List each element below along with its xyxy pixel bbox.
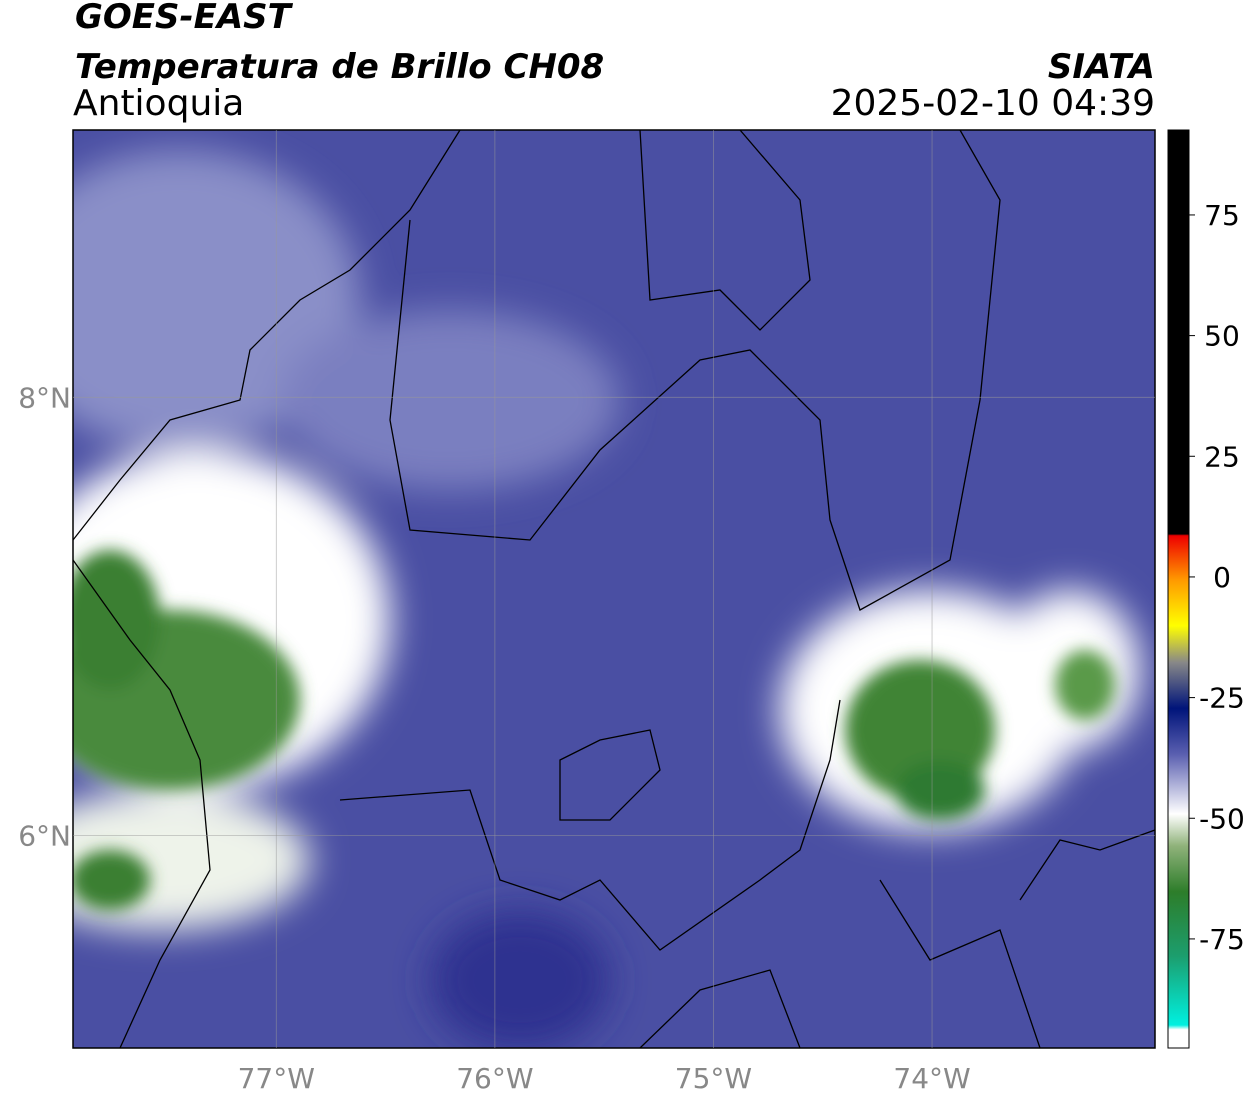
colorbar-tick-label: 25 (1204, 440, 1240, 473)
x-tick-label: 77°W (238, 1062, 315, 1095)
colorbar-tick-label: -25 (1199, 682, 1245, 715)
map-frame (72, 129, 1156, 1049)
colorbar-tick-label: 0 (1213, 561, 1231, 594)
x-tick-label: 76°W (456, 1062, 533, 1095)
colorbar-tick-label: -50 (1199, 802, 1245, 835)
colorbar (1167, 129, 1190, 1049)
x-tick-label: 74°W (893, 1062, 970, 1095)
title: GOES-EAST (75, 0, 294, 37)
colorbar-tick-label: 75 (1204, 199, 1240, 232)
y-tick-label: 8°N (18, 381, 71, 414)
colorbar-tick-label: -75 (1199, 923, 1245, 956)
x-tick-label: 75°W (675, 1062, 752, 1095)
datetime: 2025-02-10 04:39 (831, 83, 1155, 124)
colorbar-tick-label: 50 (1204, 320, 1240, 353)
region: Antioquia (73, 83, 244, 124)
map-image (73, 130, 1155, 1048)
subtitle: Temperatura de Brillo CH08 (75, 47, 604, 87)
y-tick-label: 6°N (18, 819, 71, 852)
source: SIATA (1048, 47, 1155, 87)
